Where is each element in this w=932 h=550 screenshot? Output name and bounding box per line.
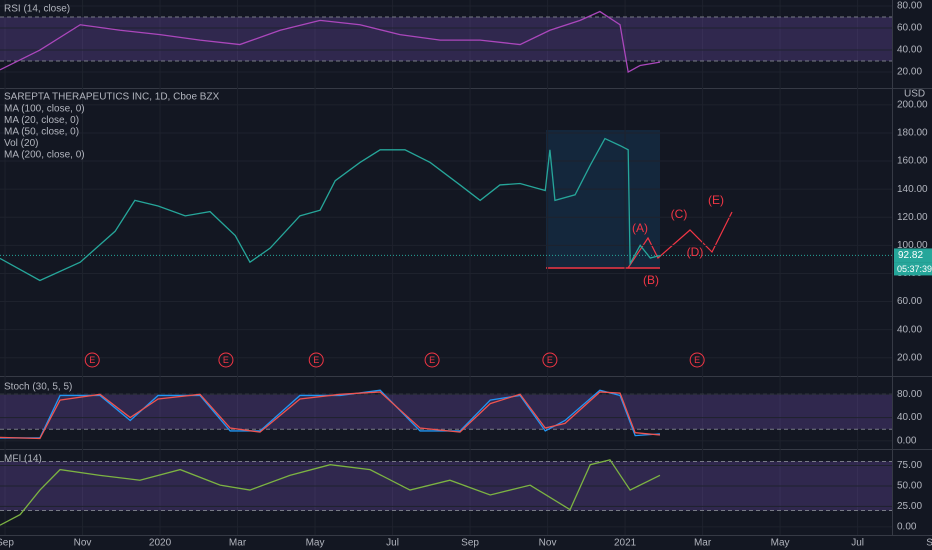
legend-entry: Vol (20) <box>4 138 38 149</box>
earnings-marker <box>689 352 705 368</box>
y-tick-label: 0.00 <box>897 521 917 532</box>
pane-title: SAREPTA THERAPEUTICS INC, 1D, Cboe BZX <box>4 92 220 103</box>
x-tick-label: May <box>306 538 325 549</box>
earnings-marker <box>84 352 100 368</box>
wave-label: (A) <box>632 221 648 235</box>
y-tick-label: 180.00 <box>897 128 928 139</box>
series-line <box>0 459 661 526</box>
last-price-label: 92.82 <box>898 250 923 261</box>
legend-entry: MA (50, close, 0) <box>4 127 79 138</box>
y-tick-label: 120.00 <box>897 212 928 223</box>
series-line <box>0 137 661 282</box>
y-tick-label: 50.00 <box>897 481 922 492</box>
range-box <box>546 130 660 268</box>
pane-separators <box>0 0 932 536</box>
band <box>0 17 892 62</box>
x-tick-label: Nov <box>74 538 92 549</box>
earnings-label: E <box>89 355 95 365</box>
y-tick-label: 100.00 <box>897 240 928 251</box>
pane-title: Stoch (30, 5, 5) <box>4 382 72 393</box>
countdown-box <box>894 262 932 276</box>
y-tick-label: 80.00 <box>897 1 922 12</box>
x-tick-label: 2021 <box>614 538 637 549</box>
wave-label: (D) <box>687 245 704 259</box>
y-tick-label: 60.00 <box>897 296 922 307</box>
earnings-label: E <box>429 355 435 365</box>
legend-entry: MA (100, close, 0) <box>4 104 85 115</box>
earnings-marker <box>542 352 558 368</box>
series-line <box>0 10 661 74</box>
x-tick-label: Nov <box>539 538 557 549</box>
earnings-marker <box>424 352 440 368</box>
y-tick-label: 20.00 <box>897 67 922 78</box>
wave-label: (C) <box>671 207 688 221</box>
y-tick-label: 80.00 <box>897 389 922 400</box>
x-tick-label: Jul <box>386 538 399 549</box>
y-tick-label: 60.00 <box>897 23 922 34</box>
y-tick-label: 200.00 <box>897 99 928 110</box>
countdown-label: 05:37:39 <box>897 264 932 274</box>
earnings-label: E <box>313 355 319 365</box>
band <box>0 394 892 430</box>
earnings-marker <box>308 352 324 368</box>
earnings-marker <box>218 352 234 368</box>
x-tick-label: Sep <box>0 538 14 549</box>
y-tick-label: 20.00 <box>897 352 922 363</box>
earnings-label: E <box>223 355 229 365</box>
pane-title: RSI (14, close) <box>4 4 70 15</box>
x-tick-label: May <box>771 538 790 549</box>
y-tick-label: 75.00 <box>897 460 922 471</box>
last-price-box <box>894 248 932 263</box>
x-tick-label: Sep <box>461 538 479 549</box>
pane-title: MFI (14) <box>4 454 42 465</box>
y-tick-label: 140.00 <box>897 184 928 195</box>
x-tick-label: Jul <box>851 538 864 549</box>
unit-label: USD <box>904 89 925 100</box>
y-tick-label: 40.00 <box>897 45 922 56</box>
x-tick-label: Sep <box>926 538 932 549</box>
wave-label: (B) <box>643 273 659 287</box>
earnings-label: E <box>694 355 700 365</box>
y-tick-label: 40.00 <box>897 412 922 423</box>
series-line <box>0 391 661 440</box>
y-tick-label: 160.00 <box>897 156 928 167</box>
x-tick-label: Mar <box>694 538 712 549</box>
x-tick-label: Mar <box>229 538 247 549</box>
earnings-label: E <box>547 355 553 365</box>
y-tick-label: 40.00 <box>897 324 922 335</box>
y-tick-label: 0.00 <box>897 435 917 446</box>
y-tick-label: 25.00 <box>897 501 922 512</box>
x-tick-label: 2020 <box>149 538 172 549</box>
legend-entry: MA (200, close, 0) <box>4 150 85 161</box>
wave-label: (E) <box>708 193 724 207</box>
legend-entry: MA (20, close, 0) <box>4 115 79 126</box>
